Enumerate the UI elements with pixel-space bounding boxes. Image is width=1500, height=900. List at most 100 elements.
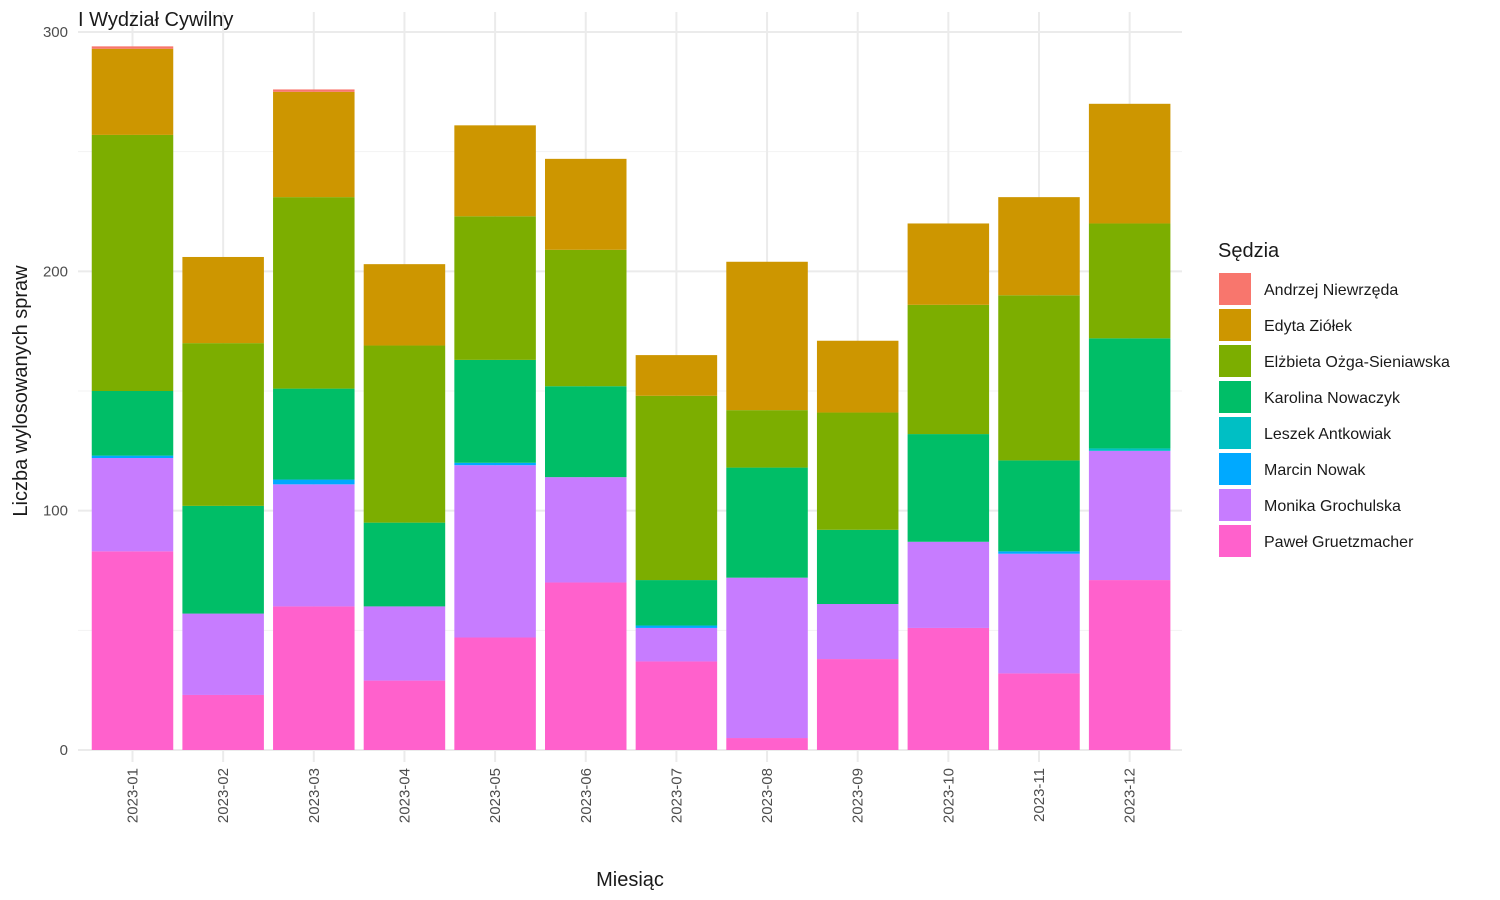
legend-label: Edyta Ziółek [1264,318,1353,335]
bar-segment [636,661,718,750]
bar-segment [92,135,174,391]
bar-segment [998,295,1080,460]
bar-segment [1089,104,1171,224]
legend-label: Marcin Nowak [1264,462,1366,479]
chart-title: I Wydział Cywilny [78,9,233,31]
bar-segment [1089,451,1171,580]
legend-label: Elżbieta Ożga-Sieniawska [1264,354,1450,371]
bar-segment [908,223,990,304]
bar-segment [92,49,174,135]
x-tick-label: 2023-10 [940,768,957,823]
y-tick-label: 0 [60,742,68,759]
bar-segment [92,458,174,551]
legend-key [1218,380,1252,414]
bar-segment [364,523,446,607]
x-tick-label: 2023-07 [668,768,685,823]
bar-segment [636,626,718,628]
bar-segment [182,614,264,695]
legend-label: Karolina Nowaczyk [1264,390,1401,407]
bar-segment [636,355,718,396]
x-tick-label: 2023-05 [487,768,504,823]
bar-segment [1089,338,1171,448]
bar-segment [726,410,808,467]
y-tick-label: 200 [43,263,68,280]
legend-key [1218,308,1252,342]
bar-segment [636,396,718,580]
bar-segment [726,468,808,578]
bar-segment [908,628,990,750]
legend-key [1218,488,1252,522]
legend-title: Sędzia [1218,240,1280,262]
bar-segment [364,681,446,750]
bar-segment [273,92,355,197]
bar-segment [454,216,535,360]
bar-segment [636,628,718,662]
x-axis-title: Miesiąc [596,869,664,891]
bar-segment [726,262,808,410]
bar-segment [273,197,355,388]
stacked-bar-chart: 0100200300 2023-01 2023-02 2023-03 2023-04 2… [0,0,1500,900]
bar-segment [454,638,535,750]
bar-segment [545,477,627,582]
legend-label: Paweł Gruetzmacher [1264,534,1414,551]
y-axis-ticks: 0 100 200 300 [43,24,68,759]
x-tick-label: 2023-12 [1122,768,1139,823]
bar-segment [454,360,535,463]
x-tick-label: 2023-08 [759,768,776,823]
legend-label: Leszek Antkowiak [1264,426,1392,443]
y-tick-label: 300 [43,24,68,41]
legend-key [1218,416,1252,450]
x-tick-label: 2023-01 [125,768,142,823]
x-tick-label: 2023-02 [215,768,232,823]
bar-segment [92,551,174,750]
bar-segment [273,480,355,485]
bar-segment [273,606,355,750]
bar-segment [273,484,355,606]
bar-segment [998,551,1080,553]
bar-segment [1089,580,1171,750]
x-axis-ticks: 2023-01 2023-02 2023-03 2023-04 2023-05 2023-… [125,768,1139,823]
bar-segment [364,264,446,345]
legend-key [1218,524,1252,558]
bar-segment [273,389,355,480]
legend-key [1218,344,1252,378]
bar-segment [998,673,1080,750]
bar-segment [454,463,535,465]
bar-segment [998,197,1080,295]
bar-segment [92,391,174,456]
bar-segment [182,506,264,614]
y-tick-label: 100 [43,503,68,520]
bar-segment [817,530,899,604]
bar-segment [273,89,355,91]
x-tick-label: 2023-06 [578,768,595,823]
legend: Sędzia Andrzej Niewrzęda Edyta Ziółek Elżb… [1218,240,1450,558]
bar-segment [182,343,264,506]
x-tick-label: 2023-04 [396,768,413,823]
bar-segment [817,341,899,413]
bar-segment [908,542,990,628]
bar-segment [817,604,899,659]
bar-segment [92,46,174,48]
bar-segment [182,695,264,750]
bar-segment [1089,448,1171,450]
bar-segment [908,305,990,434]
bar-segment [364,606,446,680]
bar-segment [998,554,1080,674]
x-tick-label: 2023-03 [306,768,323,823]
bar-segment [545,159,627,250]
bar-segment [817,413,899,530]
bar-segment [908,434,990,542]
legend-key [1218,272,1252,306]
y-axis-title: Liczba wylosowanych spraw [10,265,32,517]
bar-segment [545,386,627,477]
bar-segment [726,578,808,738]
bar-segment [92,456,174,458]
bar-segment [636,580,718,625]
bar-segment [998,460,1080,551]
bar-segment [454,125,535,216]
bar-segment [182,257,264,343]
legend-key [1218,452,1252,486]
legend-label: Andrzej Niewrzęda [1264,282,1398,299]
bar-segment [454,465,535,637]
x-tick-label: 2023-11 [1031,768,1048,822]
